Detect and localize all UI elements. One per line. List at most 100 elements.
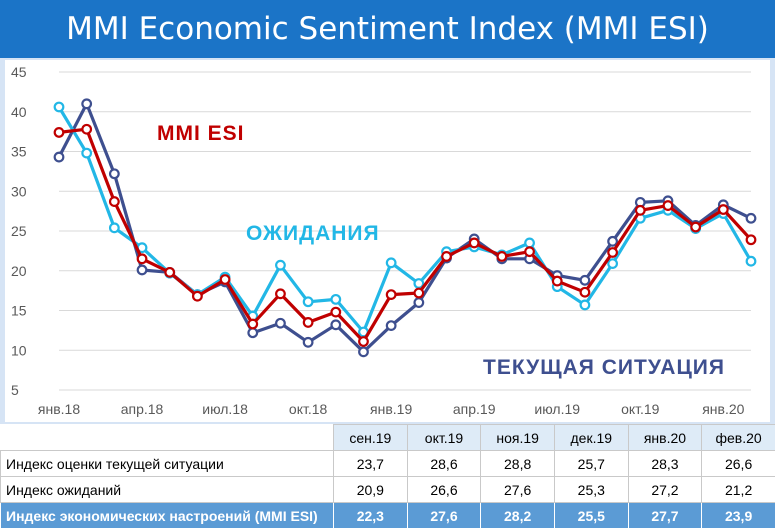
data-point	[413, 297, 425, 308]
table-cell: 26,6	[701, 450, 775, 477]
table-cell: 27,2	[627, 476, 703, 503]
series-2	[53, 123, 757, 347]
table-cell: 27,7	[627, 502, 703, 529]
data-point	[579, 286, 591, 298]
series-annotation: ОЖИДАНИЯ	[246, 222, 380, 245]
table-row-label: Индекс ожиданий	[0, 476, 334, 503]
y-tick-label: 45	[11, 64, 27, 80]
table-header-cell: янв.20	[627, 424, 703, 451]
y-tick-label: 25	[11, 223, 27, 239]
data-point	[358, 346, 369, 358]
table-cell: 22,3	[333, 502, 408, 529]
data-point	[441, 251, 452, 262]
data-point	[53, 151, 65, 163]
data-point	[53, 127, 65, 138]
table-header-blank	[0, 424, 334, 451]
table-row-label: Индекс экономических настроений (MMI ESI…	[0, 502, 334, 529]
data-point	[662, 200, 674, 211]
table-cell: 20,9	[333, 476, 408, 503]
data-point	[607, 235, 618, 247]
table-cell: 28,3	[627, 450, 703, 477]
x-tick-label: апр.18	[121, 401, 164, 417]
summary-table-wrap: сен.19 окт.19 ноя.19 дек.19 янв.20 фев.2…	[0, 424, 775, 530]
table-cell: 27,6	[406, 502, 482, 529]
data-point	[717, 204, 729, 215]
data-point	[524, 246, 535, 258]
data-point	[579, 299, 591, 311]
data-point	[358, 336, 369, 347]
table-row-label: Индекс оценки текущей ситуации	[0, 450, 334, 477]
table-header-cell: ноя.19	[480, 424, 555, 451]
y-tick-label: 10	[11, 342, 27, 358]
data-point	[413, 287, 425, 299]
table-header-cell: фев.20	[701, 424, 775, 451]
table-cell: 25,3	[553, 476, 629, 503]
summary-table: сен.19 окт.19 ноя.19 дек.19 янв.20 фев.2…	[0, 424, 775, 529]
x-tick-label: окт.19	[621, 401, 660, 417]
data-point	[164, 266, 176, 278]
data-point	[81, 98, 93, 110]
chart-title: MMI Economic Sentiment Index (MMI ESI)	[0, 0, 775, 58]
data-point	[136, 253, 148, 265]
table-cell: 23,9	[701, 502, 775, 529]
table-cell: 25,7	[553, 450, 629, 477]
data-point	[275, 259, 286, 271]
data-point	[302, 296, 314, 308]
x-tick-label: янв.20	[702, 401, 744, 417]
data-point	[634, 204, 646, 216]
data-point	[385, 320, 397, 332]
data-point	[108, 168, 120, 180]
table-row-current: Индекс оценки текущей ситуации 23,7 28,6…	[0, 450, 775, 477]
series-annotation: MMI ESI	[157, 122, 245, 145]
data-point	[690, 221, 702, 233]
data-point	[385, 289, 397, 301]
data-point	[108, 196, 120, 207]
table-cell: 26,6	[406, 476, 482, 503]
x-tick-label: окт.18	[289, 401, 328, 417]
y-tick-label: 5	[11, 382, 19, 398]
series-line	[58, 127, 753, 344]
data-point	[275, 288, 286, 300]
table-cell: 28,6	[406, 450, 482, 477]
data-point	[468, 237, 480, 249]
chart-area: 5 10 15 20 25 30 35 40 45 янв.18 апр.18 июл.18 окт.1…	[5, 60, 770, 422]
x-tick-label: янв.18	[38, 401, 80, 417]
data-point	[496, 251, 508, 262]
table-row-esi: Индекс экономических настроений (MMI ESI…	[0, 502, 775, 529]
y-tick-label: 20	[11, 263, 27, 279]
data-point	[275, 317, 286, 329]
data-point	[81, 123, 93, 135]
data-point	[53, 101, 65, 113]
data-point	[579, 274, 591, 286]
data-point	[607, 247, 618, 258]
data-point	[81, 147, 93, 159]
x-tick-label: апр.19	[453, 401, 496, 417]
data-point	[302, 336, 314, 348]
table-cell: 23,7	[333, 450, 408, 477]
table-header-cell: окт.19	[406, 424, 482, 451]
data-point	[551, 275, 563, 287]
data-point	[524, 237, 535, 249]
data-point	[745, 255, 757, 267]
chart-panel: 5 10 15 20 25 30 35 40 45 янв.18 апр.18 июл.18 окт.1…	[0, 58, 775, 424]
table-cell: 25,5	[553, 502, 629, 529]
data-point	[108, 222, 120, 234]
data-point	[607, 258, 618, 269]
table-cell: 21,2	[701, 476, 775, 503]
data-point	[385, 257, 397, 269]
data-point	[247, 327, 259, 339]
table-header-cell: сен.19	[333, 424, 408, 451]
data-point	[219, 274, 231, 285]
data-point	[745, 234, 757, 246]
table-cell: 28,8	[480, 450, 555, 477]
y-tick-label: 30	[11, 183, 27, 199]
table-cell: 28,2	[480, 502, 555, 529]
y-tick-label: 35	[11, 144, 27, 160]
table-header-row: сен.19 окт.19 ноя.19 дек.19 янв.20 фев.2…	[0, 424, 775, 451]
data-point	[330, 319, 342, 331]
y-tick-label: 15	[11, 303, 27, 319]
data-point	[330, 293, 342, 305]
line-chart: 5 10 15 20 25 30 35 40 45 янв.18 апр.18 июл.18 окт.1…	[11, 64, 757, 417]
x-tick-label: июл.18	[202, 401, 248, 417]
x-tick-label: июл.19	[534, 401, 580, 417]
